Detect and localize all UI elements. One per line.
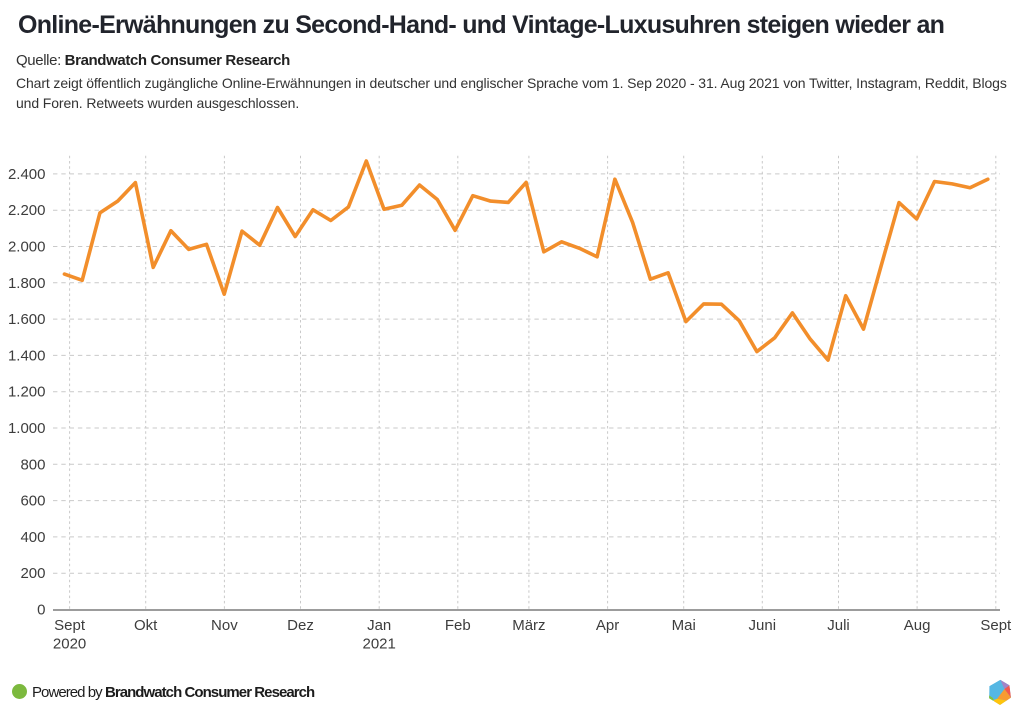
svg-text:Sept: Sept [980, 617, 1012, 634]
svg-text:200: 200 [20, 565, 45, 582]
svg-text:Sept: Sept [54, 617, 86, 634]
svg-text:2.200: 2.200 [8, 202, 46, 219]
svg-text:März: März [512, 617, 545, 634]
svg-text:Jan: Jan [367, 617, 391, 634]
svg-text:Feb: Feb [445, 617, 471, 634]
svg-text:0: 0 [37, 602, 45, 619]
svg-text:2021: 2021 [363, 636, 396, 653]
svg-text:Dez: Dez [287, 617, 314, 634]
svg-text:Nov: Nov [211, 617, 238, 634]
svg-text:1.200: 1.200 [8, 384, 46, 401]
svg-text:600: 600 [20, 493, 45, 510]
svg-text:2.000: 2.000 [8, 239, 46, 256]
svg-text:Okt: Okt [134, 617, 158, 634]
svg-text:1.800: 1.800 [8, 275, 46, 292]
svg-text:1.600: 1.600 [8, 311, 46, 328]
svg-text:Juli: Juli [827, 617, 850, 634]
svg-text:1.000: 1.000 [8, 420, 46, 437]
svg-text:1.400: 1.400 [8, 347, 46, 364]
svg-text:Aug: Aug [904, 617, 931, 634]
svg-text:Apr: Apr [596, 617, 619, 634]
svg-text:Juni: Juni [749, 617, 777, 634]
svg-text:400: 400 [20, 529, 45, 546]
svg-text:2.400: 2.400 [8, 166, 46, 183]
svg-text:2020: 2020 [53, 636, 86, 653]
svg-text:Mai: Mai [672, 617, 696, 634]
svg-text:800: 800 [20, 456, 45, 473]
